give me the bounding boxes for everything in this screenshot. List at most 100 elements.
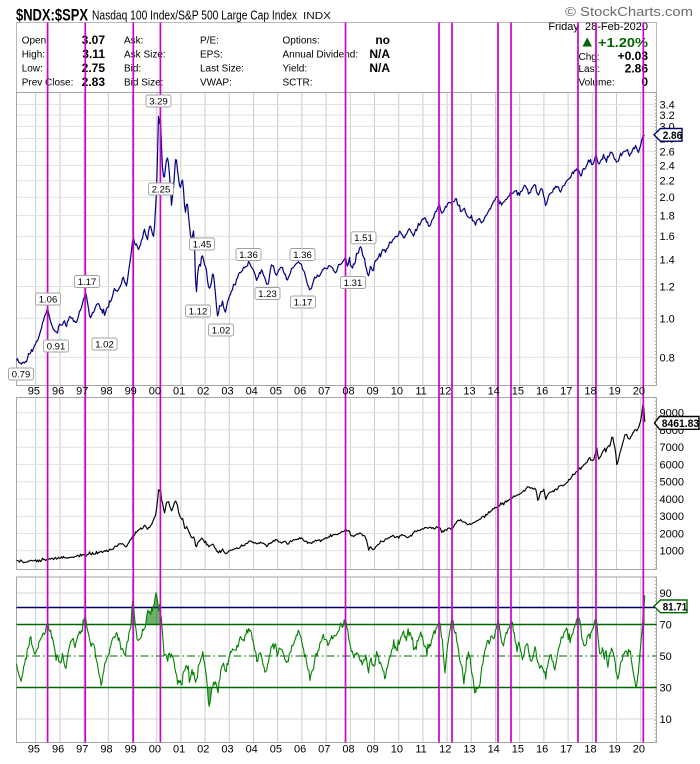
svg-text:05: 05 (270, 386, 282, 398)
svg-text:3.07: 3.07 (82, 33, 106, 47)
svg-text:50: 50 (660, 651, 672, 663)
svg-text:2.86: 2.86 (625, 61, 649, 75)
svg-text:81.71: 81.71 (663, 601, 688, 613)
svg-text:1.17: 1.17 (294, 297, 313, 308)
svg-text:1.0: 1.0 (660, 313, 675, 325)
svg-text:3.29: 3.29 (149, 96, 168, 107)
svg-text:High:: High: (22, 50, 45, 61)
svg-text:2.25: 2.25 (152, 184, 171, 195)
svg-text:06: 06 (294, 386, 306, 398)
svg-text:99: 99 (125, 744, 137, 756)
svg-text:08: 08 (342, 744, 354, 756)
svg-text:14: 14 (488, 386, 500, 398)
svg-text:1000: 1000 (660, 546, 684, 558)
svg-text:1.2: 1.2 (660, 282, 675, 294)
svg-text:EPS:: EPS: (200, 50, 223, 61)
svg-text:10: 10 (660, 714, 672, 726)
svg-text:05: 05 (270, 744, 282, 756)
svg-text:95: 95 (28, 744, 40, 756)
svg-text:2000: 2000 (660, 529, 684, 541)
svg-text:2.75: 2.75 (82, 61, 106, 75)
svg-text:1.06: 1.06 (39, 294, 58, 305)
svg-text:5000: 5000 (660, 477, 684, 489)
svg-text:02: 02 (197, 386, 209, 398)
svg-text:2.86: 2.86 (663, 130, 683, 142)
svg-text:18: 18 (584, 744, 596, 756)
svg-text:Open:: Open: (22, 36, 49, 47)
svg-text:13: 13 (463, 386, 475, 398)
svg-text:1.02: 1.02 (212, 325, 231, 336)
svg-text:12: 12 (439, 386, 451, 398)
svg-text:98: 98 (100, 744, 112, 756)
svg-text:11: 11 (415, 386, 426, 398)
svg-text:1.31: 1.31 (344, 278, 363, 289)
svg-text:Low:: Low: (22, 64, 43, 75)
svg-text:00: 00 (149, 744, 161, 756)
svg-text:1.02: 1.02 (95, 339, 114, 350)
svg-text:0.79: 0.79 (12, 369, 31, 380)
svg-text:Last:: Last: (579, 64, 601, 75)
svg-text:Friday 28-Feb-2020: Friday 28-Feb-2020 (548, 21, 648, 33)
svg-text:VWAP:: VWAP: (200, 78, 232, 89)
svg-text:Bid Size:: Bid Size: (124, 78, 163, 89)
svg-text:08: 08 (342, 386, 354, 398)
svg-text:0.91: 0.91 (47, 341, 66, 352)
svg-text:0.8: 0.8 (660, 352, 675, 364)
svg-text:1.51: 1.51 (354, 233, 373, 244)
svg-text:15: 15 (512, 744, 524, 756)
svg-text:12: 12 (439, 744, 451, 756)
svg-text:8461.83: 8461.83 (662, 418, 700, 430)
svg-text:20: 20 (633, 744, 645, 756)
svg-text:90: 90 (660, 588, 672, 600)
svg-text:7000: 7000 (660, 442, 684, 454)
svg-text:03: 03 (221, 744, 233, 756)
svg-text:03: 03 (221, 386, 233, 398)
svg-text:04: 04 (246, 386, 258, 398)
svg-text:2.6: 2.6 (660, 146, 675, 158)
svg-text:no: no (375, 33, 390, 47)
svg-text:3.2: 3.2 (660, 110, 675, 122)
svg-text:96: 96 (52, 386, 64, 398)
svg-text:1.36: 1.36 (239, 250, 258, 261)
svg-text:70: 70 (660, 620, 672, 632)
svg-text:02: 02 (197, 744, 209, 756)
svg-text:+1.20%: +1.20% (598, 35, 648, 50)
svg-text:3000: 3000 (660, 511, 684, 523)
svg-text:30: 30 (660, 683, 672, 695)
svg-text:07: 07 (318, 744, 330, 756)
svg-text:20: 20 (633, 386, 645, 398)
svg-text:95: 95 (28, 386, 40, 398)
svg-text:98: 98 (100, 386, 112, 398)
svg-text:1.6: 1.6 (660, 231, 675, 243)
svg-text:11: 11 (415, 744, 426, 756)
svg-text:1.45: 1.45 (193, 239, 212, 250)
svg-text:Yield:: Yield: (283, 64, 308, 75)
svg-text:09: 09 (367, 386, 379, 398)
svg-text:10: 10 (391, 744, 403, 756)
svg-text:19: 19 (609, 386, 621, 398)
svg-text:1.17: 1.17 (78, 277, 97, 288)
svg-text:1.36: 1.36 (293, 250, 312, 261)
svg-text:P/E:: P/E: (200, 36, 219, 47)
svg-text:1.4: 1.4 (660, 255, 675, 267)
svg-text:2.83: 2.83 (82, 75, 106, 89)
svg-text:1.12: 1.12 (189, 306, 208, 317)
svg-text:4000: 4000 (660, 494, 684, 506)
svg-text:Chg:: Chg: (579, 52, 600, 63)
svg-text:3.11: 3.11 (82, 47, 105, 61)
svg-text:+0.03: +0.03 (618, 49, 649, 63)
svg-text:13: 13 (463, 744, 475, 756)
svg-text:0: 0 (641, 75, 648, 89)
svg-text:16: 16 (536, 744, 548, 756)
svg-text:N/A: N/A (369, 61, 390, 75)
svg-text:15: 15 (512, 386, 524, 398)
svg-text:10: 10 (391, 386, 403, 398)
svg-text:© StockCharts.com: © StockCharts.com (565, 4, 693, 19)
svg-text:99: 99 (125, 386, 137, 398)
svg-text:07: 07 (318, 386, 330, 398)
svg-text:14: 14 (488, 744, 500, 756)
svg-text:Last Size:: Last Size: (200, 64, 244, 75)
svg-text:INDX: INDX (303, 10, 331, 22)
svg-text:17: 17 (560, 386, 572, 398)
svg-text:19: 19 (609, 744, 621, 756)
